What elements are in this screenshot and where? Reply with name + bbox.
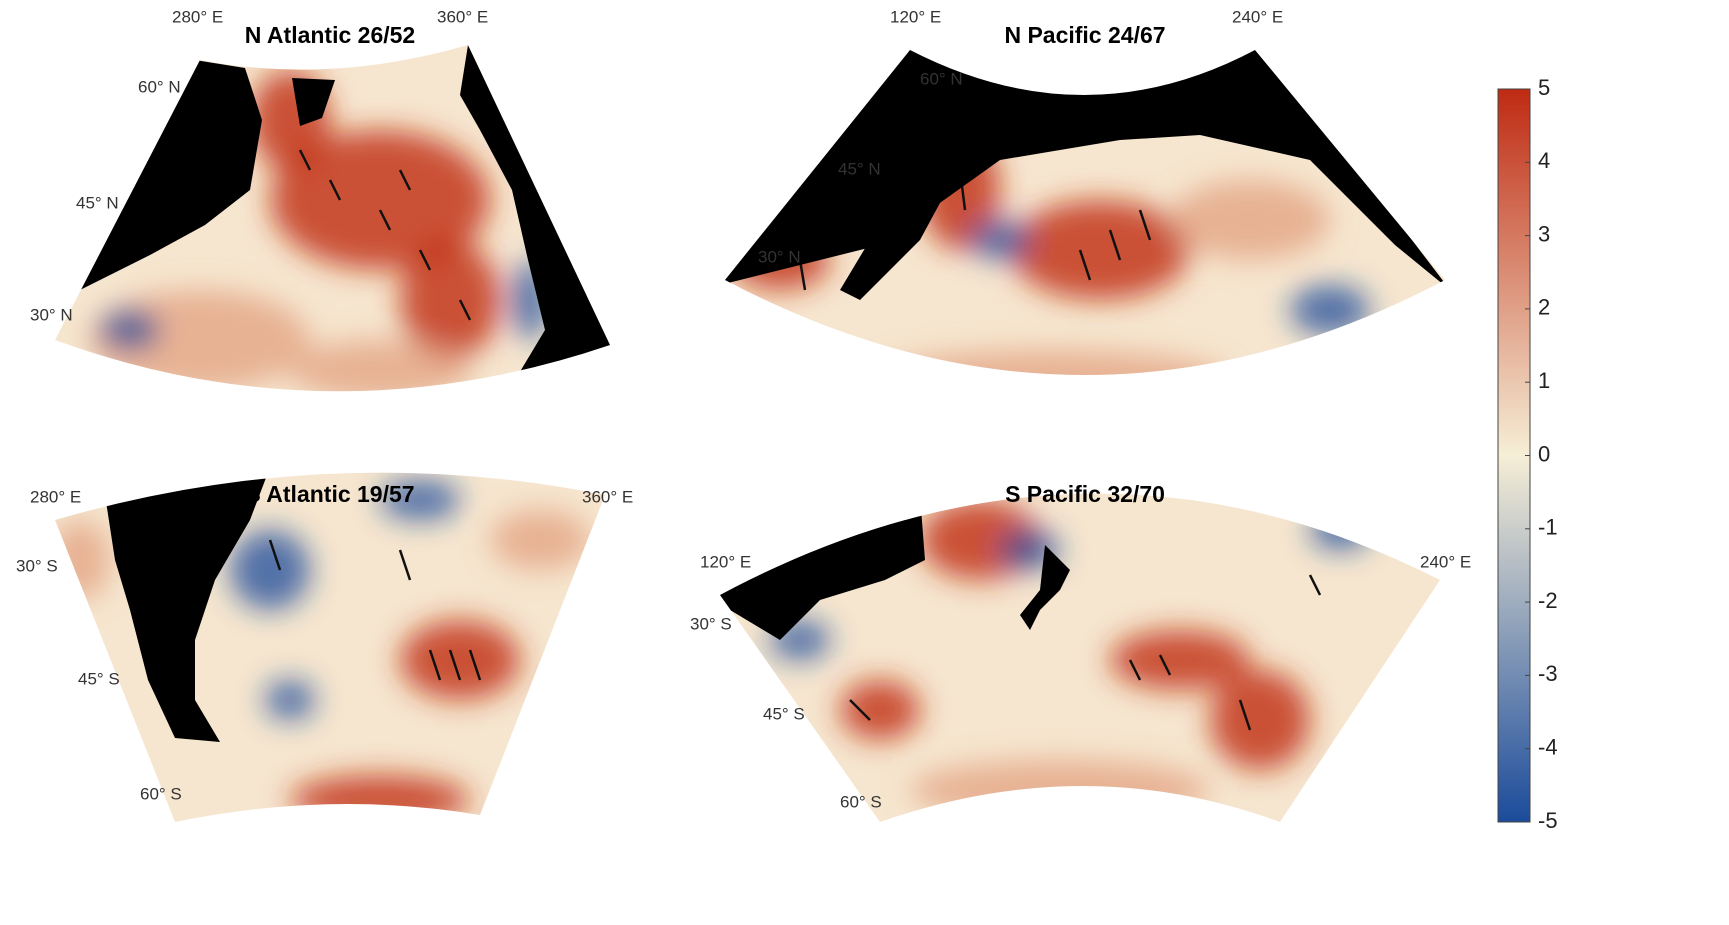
lon-label: 240° E — [1232, 7, 1283, 26]
panel-title: S Atlantic 19/57 — [245, 481, 414, 507]
panel-title: S Pacific 32/70 — [1005, 481, 1165, 507]
lat-label: 45° N — [76, 193, 119, 212]
lon-label: 280° E — [30, 487, 81, 506]
lat-label: 30° N — [30, 305, 73, 324]
colorbar-tick-label: -3 — [1538, 661, 1558, 686]
map-panel — [710, 460, 1450, 830]
colorbar-tick-label: 5 — [1538, 75, 1550, 100]
map-panel — [40, 30, 630, 450]
lat-label: 30° N — [758, 247, 801, 266]
colorbar-tick-label: -4 — [1538, 735, 1558, 760]
lat-label: 60° S — [840, 792, 882, 811]
lat-label: 45° S — [78, 669, 120, 688]
colorbar-tick-label: 0 — [1538, 441, 1550, 466]
lon-label: 280° E — [172, 7, 223, 26]
colorbar-tick-label: 1 — [1538, 368, 1550, 393]
panel-title: N Atlantic 26/52 — [245, 22, 415, 48]
lat-label: 60° S — [140, 784, 182, 803]
colorbar-tick-label: -2 — [1538, 588, 1558, 613]
figure: N Atlantic 26/52 280° E 360° E 60° N 45°… — [0, 0, 1729, 925]
map-panel — [710, 30, 1460, 470]
lon-label: 120° E — [700, 552, 751, 571]
colorbar-tick-label: 4 — [1538, 148, 1550, 173]
lon-label: 240° E — [1420, 552, 1471, 571]
lat-label: 60° N — [138, 77, 181, 96]
colorbar-tick-label: -5 — [1538, 808, 1558, 833]
lat-label: 45° S — [763, 704, 805, 723]
colorbar-tick-label: 2 — [1538, 295, 1550, 320]
lat-label: 60° N — [920, 69, 963, 88]
colorbar-tick-label: 3 — [1538, 221, 1550, 246]
lon-label: 360° E — [582, 487, 633, 506]
lon-label: 120° E — [890, 7, 941, 26]
lat-label: 45° N — [838, 159, 881, 178]
lat-label: 30° S — [690, 614, 732, 633]
panel-title: N Pacific 24/67 — [1004, 22, 1165, 48]
lon-label: 360° E — [437, 7, 488, 26]
colorbar-tick-label: -1 — [1538, 515, 1558, 540]
lat-label: 30° S — [16, 556, 58, 575]
